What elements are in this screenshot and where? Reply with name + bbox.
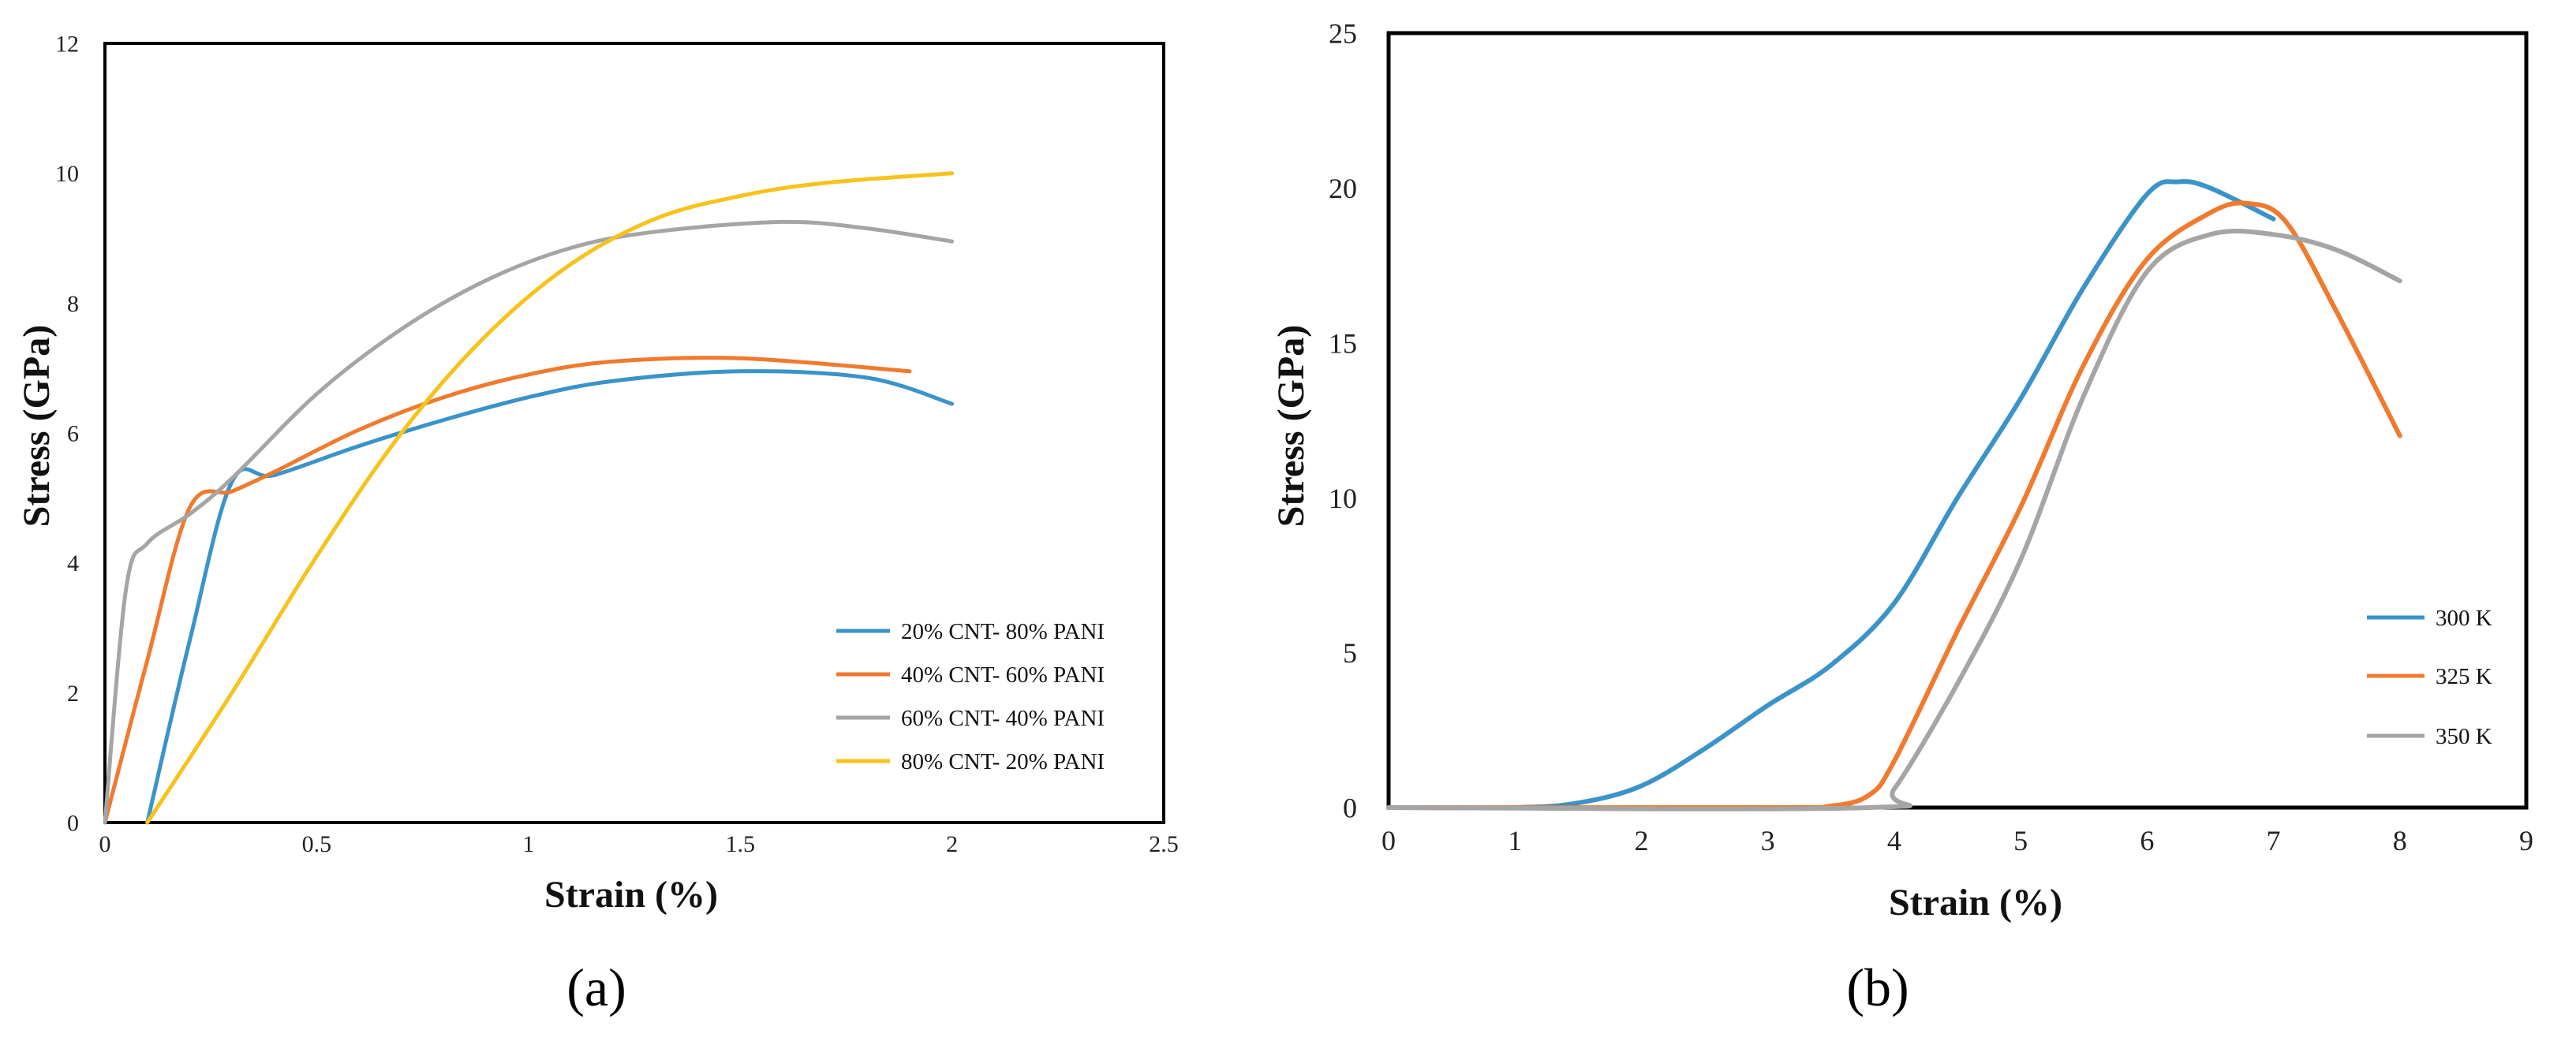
panel-b-x-tick-6: 6 bbox=[2140, 825, 2154, 856]
legend-label-a-1: 40% CNT- 60% PANI bbox=[901, 662, 1105, 688]
panel-b-x-tick-1: 1 bbox=[1508, 825, 1522, 856]
panel-b-x-tick-5: 5 bbox=[2013, 825, 2028, 856]
panel-a-y-tick-5: 10 bbox=[55, 161, 79, 187]
panel-a-plot-frame bbox=[103, 42, 1165, 824]
panel-a-y-tick-0: 0 bbox=[67, 811, 79, 837]
panel-a: 0 2 4 6 8 10 12 0 0.5 1 1.5 2 2.5 Strain (%) Stress… bbox=[16, 32, 1179, 1018]
panel-b-y-tick-5: 25 bbox=[1329, 18, 1357, 50]
panel-a-series bbox=[103, 171, 955, 825]
panel-a-y-axis-title: Stress (GPa) bbox=[16, 325, 58, 527]
panel-b-x-ticks: 0 1 2 3 4 5 6 7 8 9 bbox=[1381, 825, 2533, 856]
panel-b-series-line-2 bbox=[1386, 228, 2402, 812]
panel-a-legend: 20% CNT- 80% PANI 40% CNT- 60% PANI 60% … bbox=[836, 619, 1105, 774]
panel-b-series bbox=[1386, 179, 2402, 812]
panel-a-x-tick-1: 0.5 bbox=[302, 831, 332, 857]
panel-a-series-line-2 bbox=[103, 219, 955, 825]
panel-a-x-tick-5: 2.5 bbox=[1149, 831, 1179, 857]
panel-a-y-tick-6: 12 bbox=[55, 32, 79, 58]
panel-b: 0 5 10 15 20 25 0 1 2 3 4 5 6 7 8 9 Strain (%) Stress … bbox=[1270, 18, 2533, 1017]
panel-a-caption: (a) bbox=[566, 957, 626, 1017]
panel-b-y-tick-3: 15 bbox=[1329, 327, 1357, 359]
panel-b-x-tick-7: 7 bbox=[2267, 825, 2281, 856]
panel-b-y-tick-1: 5 bbox=[1343, 637, 1357, 669]
panel-a-series-line-1 bbox=[103, 356, 912, 825]
panel-a-x-tick-0: 0 bbox=[99, 831, 111, 857]
panel-a-y-tick-3: 6 bbox=[67, 421, 79, 447]
panel-a-y-tick-1: 2 bbox=[67, 681, 79, 707]
panel-b-caption: (b) bbox=[1846, 957, 1909, 1017]
panel-b-y-tick-4: 20 bbox=[1329, 173, 1357, 204]
panel-a-x-tick-2: 1 bbox=[522, 831, 534, 857]
legend-label-b-2: 350 K bbox=[2436, 724, 2492, 749]
panel-a-series-line-0 bbox=[145, 369, 955, 825]
panel-b-x-tick-2: 2 bbox=[1634, 825, 1648, 856]
panel-b-legend: 300 K 325 K 350 K bbox=[2367, 606, 2492, 749]
panel-b-plot-frame bbox=[1386, 31, 2529, 810]
panel-b-series-line-1 bbox=[1386, 200, 2402, 811]
legend-label-b-0: 300 K bbox=[2436, 606, 2492, 631]
panel-b-series-line-0 bbox=[1386, 179, 2276, 811]
legend-label-a-2: 60% CNT- 40% PANI bbox=[901, 706, 1105, 731]
legend-label-a-0: 20% CNT- 80% PANI bbox=[901, 619, 1105, 644]
panel-a-x-tick-3: 1.5 bbox=[725, 831, 755, 857]
panel-b-x-tick-0: 0 bbox=[1381, 825, 1396, 856]
panel-b-y-tick-2: 10 bbox=[1329, 483, 1357, 514]
panel-a-x-tick-4: 2 bbox=[946, 831, 958, 857]
panel-a-x-ticks: 0 0.5 1 1.5 2 2.5 bbox=[99, 831, 1179, 857]
panel-b-y-tick-0: 0 bbox=[1343, 793, 1357, 824]
panel-b-y-axis-title: Stress (GPa) bbox=[1270, 325, 1312, 527]
legend-label-b-1: 325 K bbox=[2436, 664, 2492, 689]
legend-label-a-3: 80% CNT- 20% PANI bbox=[901, 749, 1105, 774]
panel-a-y-tick-4: 8 bbox=[67, 291, 79, 317]
panel-b-x-tick-3: 3 bbox=[1761, 825, 1775, 856]
panel-a-x-axis-title: Strain (%) bbox=[544, 874, 718, 916]
panel-b-x-tick-8: 8 bbox=[2393, 825, 2407, 856]
panel-b-y-ticks: 0 5 10 15 20 25 bbox=[1329, 18, 1357, 824]
panel-a-series-line-3 bbox=[145, 171, 955, 825]
panel-b-x-tick-4: 4 bbox=[1887, 825, 1901, 856]
panel-b-x-tick-9: 9 bbox=[2519, 825, 2533, 856]
panel-a-y-tick-2: 4 bbox=[67, 550, 79, 576]
panel-a-y-ticks: 0 2 4 6 8 10 12 bbox=[55, 32, 79, 837]
panel-b-x-axis-title: Strain (%) bbox=[1889, 882, 2062, 923]
